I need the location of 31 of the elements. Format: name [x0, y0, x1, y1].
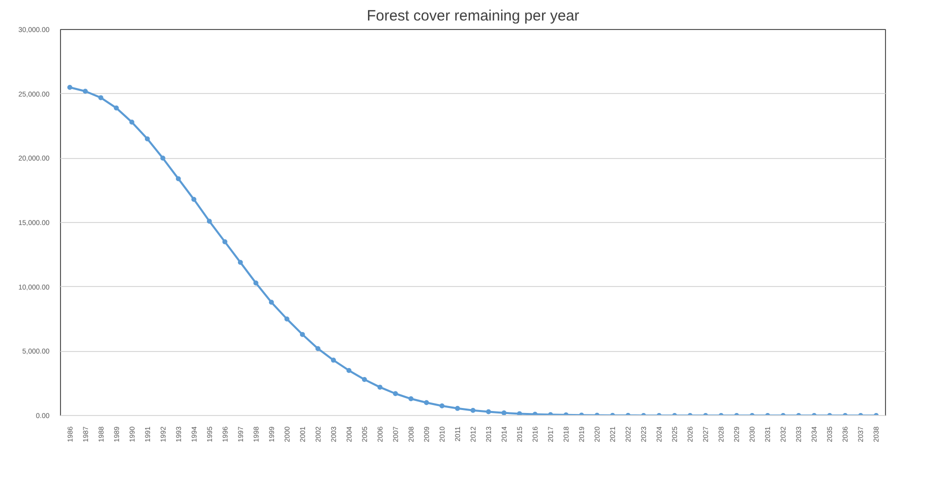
point: [315, 346, 320, 352]
point: [392, 391, 398, 396]
point: [268, 300, 274, 305]
point: [98, 95, 104, 100]
point: [408, 396, 414, 402]
point: [238, 260, 243, 265]
point: [502, 410, 507, 416]
point: [114, 105, 119, 110]
point: [362, 376, 367, 382]
point: [439, 403, 444, 408]
point: [129, 120, 134, 125]
point: [517, 411, 522, 416]
point: [284, 316, 290, 322]
point: [191, 196, 196, 202]
point: [300, 332, 305, 337]
point: [144, 136, 150, 142]
point: [424, 400, 429, 406]
point: [470, 408, 476, 413]
point: [454, 406, 460, 411]
point: [486, 409, 492, 414]
point: [82, 88, 88, 94]
point: [253, 280, 258, 286]
chart-title: Forest cover remaining per year: [366, 8, 580, 24]
point: [206, 218, 212, 224]
point: [222, 239, 228, 244]
point: [160, 156, 166, 161]
point: [67, 84, 72, 90]
point: [330, 358, 336, 363]
point: [377, 384, 382, 390]
point: [346, 368, 352, 373]
point: [176, 176, 181, 182]
